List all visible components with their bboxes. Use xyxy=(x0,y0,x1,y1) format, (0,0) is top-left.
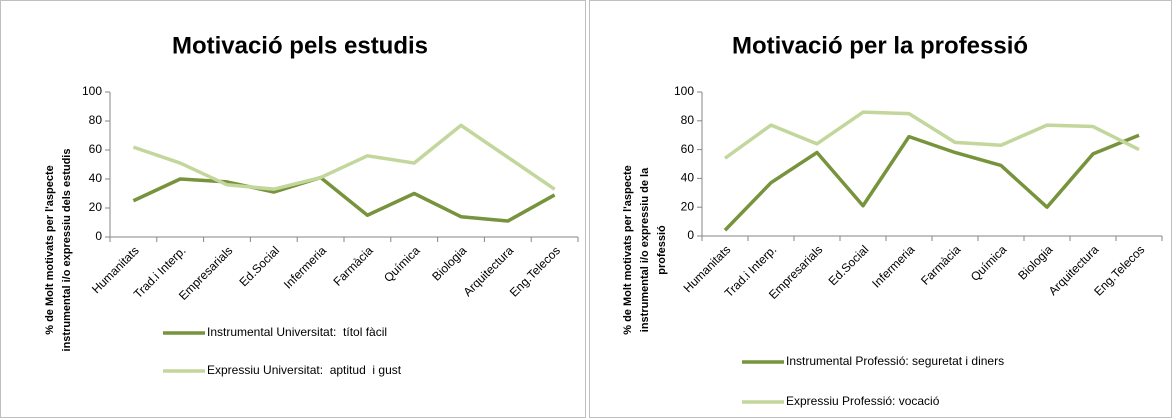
legend-label: Instrumental Professió: seguretat i dine… xyxy=(786,354,1004,368)
y-tick-label: 80 xyxy=(89,113,103,127)
series-line xyxy=(132,123,556,191)
y-tick-label: 20 xyxy=(89,200,103,214)
series-line xyxy=(132,175,556,223)
y-tick-label: 60 xyxy=(681,142,695,156)
y-tick-label: 40 xyxy=(89,171,103,185)
panel-border xyxy=(0,0,586,418)
y-axis-label: instrumental i/o expressiu dels estudis xyxy=(61,149,73,352)
chart-title: Motivació per la professió xyxy=(732,32,1028,59)
y-tick-label: 0 xyxy=(95,229,102,243)
legend-label: Expressiu Professió: vocació xyxy=(786,394,940,408)
y-tick-label: 80 xyxy=(681,113,695,127)
legend-label: Instrumental Universitat: títol fàcil xyxy=(207,325,387,339)
y-tick-label: 20 xyxy=(681,199,695,213)
chart-title: Motivació pels estudis xyxy=(172,32,428,59)
y-tick-label: 40 xyxy=(681,171,695,185)
series-line xyxy=(723,110,1140,160)
y-tick-label: 100 xyxy=(674,84,694,98)
y-axis-label: professió xyxy=(656,225,668,275)
y-tick-label: 100 xyxy=(82,84,102,98)
y-tick-label: 60 xyxy=(89,142,103,156)
y-tick-label: 0 xyxy=(687,228,694,242)
y-axis-label: % de Molt motivats per l'aspecte xyxy=(44,165,56,335)
series-line xyxy=(723,133,1140,232)
legend-label: Expressiu Universitat: aptitud i gust xyxy=(207,363,402,377)
panel-border xyxy=(589,0,1172,418)
y-axis-label: instrumental i/o expressiu de la xyxy=(639,167,651,332)
y-axis-label: % de Molt motivats per l'aspecte xyxy=(622,165,634,335)
